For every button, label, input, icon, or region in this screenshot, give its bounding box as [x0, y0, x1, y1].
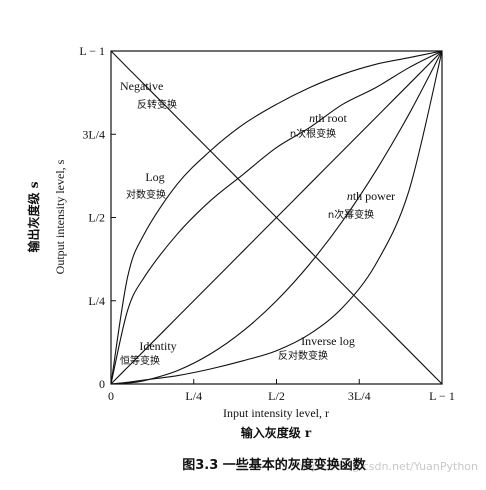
curve-labels: Negative 反转变换 Log 对数变换 nth root n次根变换 Identity…	[120, 79, 395, 367]
x-tick-label: L/2	[268, 389, 285, 403]
label-nth-root-cn: n次根变换	[290, 127, 336, 140]
tick-marks: 0 L/4 L/2 3L/4 L − 1 0 L/4 L/2 3L/4 L − 1	[79, 44, 454, 403]
curve-negative	[110, 50, 443, 385]
label-nth-root: nth root	[309, 111, 347, 125]
label-nth-power: nth power	[347, 189, 395, 203]
y-tick-label: 0	[99, 377, 105, 391]
label-identity: Identity	[139, 339, 176, 353]
y-tick-label: L/4	[88, 294, 105, 308]
label-negative-cn: 反转变换	[137, 98, 177, 111]
curve-nth-root	[110, 50, 443, 385]
x-axis-label-cn: 输入灰度级 r	[241, 425, 312, 440]
label-nth-power-cn: n次幂变换	[328, 208, 374, 221]
curve-log	[110, 50, 443, 385]
y-tick-label: 3L/4	[82, 127, 105, 141]
x-axis-label: Input intensity level, r	[223, 406, 329, 420]
label-negative: Negative	[120, 79, 163, 93]
x-tick-label: L − 1	[429, 389, 455, 403]
y-tick-label: L − 1	[79, 44, 105, 58]
label-log: Log	[145, 170, 164, 184]
x-tick-label: 0	[108, 389, 114, 403]
label-identity-cn: 恒等变换	[120, 354, 160, 367]
watermark: https://blog.csdn.net/YuanPython	[296, 460, 478, 473]
curves	[110, 50, 443, 385]
y-tick-label: L/2	[88, 211, 105, 225]
x-tick-label: L/4	[185, 389, 202, 403]
label-inverse-log: Inverse log	[301, 334, 355, 348]
curve-nth-power	[110, 50, 443, 385]
label-log-cn: 对数变换	[126, 188, 166, 201]
y-axis-label: Output intensity level, s	[53, 159, 67, 274]
curve-inverse-log	[110, 50, 443, 385]
x-tick-label: 3L/4	[348, 389, 371, 403]
label-inverse-log-cn: 反对数变换	[278, 349, 328, 362]
figure-caption: 图3.3 一些基本的灰度变换函数	[182, 457, 367, 473]
y-axis-label-cn: 输出灰度级 s	[26, 181, 41, 252]
curve-identity	[110, 50, 443, 385]
